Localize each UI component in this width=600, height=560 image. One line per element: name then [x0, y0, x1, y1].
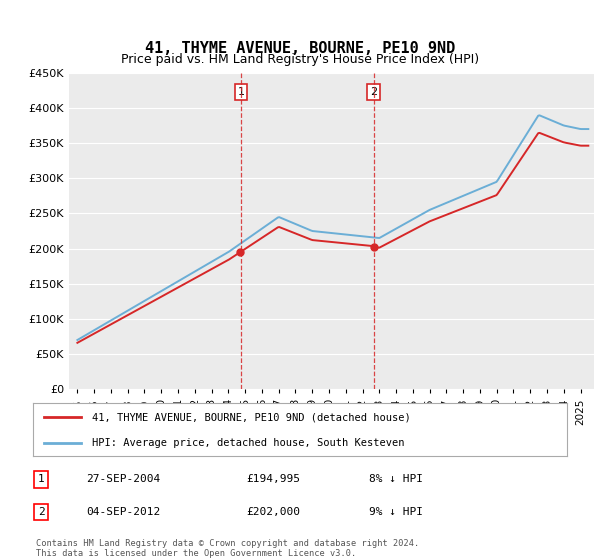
Text: £202,000: £202,000 [247, 507, 301, 517]
Text: 04-SEP-2012: 04-SEP-2012 [86, 507, 161, 517]
Text: 1: 1 [238, 87, 244, 97]
Text: 8% ↓ HPI: 8% ↓ HPI [370, 474, 424, 484]
Text: 27-SEP-2004: 27-SEP-2004 [86, 474, 161, 484]
Text: 9% ↓ HPI: 9% ↓ HPI [370, 507, 424, 517]
Text: £194,995: £194,995 [247, 474, 301, 484]
Text: Contains HM Land Registry data © Crown copyright and database right 2024.
This d: Contains HM Land Registry data © Crown c… [36, 539, 419, 558]
Text: 41, THYME AVENUE, BOURNE, PE10 9ND: 41, THYME AVENUE, BOURNE, PE10 9ND [145, 41, 455, 56]
Text: HPI: Average price, detached house, South Kesteven: HPI: Average price, detached house, Sout… [92, 437, 404, 447]
Text: Price paid vs. HM Land Registry's House Price Index (HPI): Price paid vs. HM Land Registry's House … [121, 53, 479, 66]
Text: 2: 2 [370, 87, 377, 97]
Text: 41, THYME AVENUE, BOURNE, PE10 9ND (detached house): 41, THYME AVENUE, BOURNE, PE10 9ND (deta… [92, 412, 410, 422]
Text: 2: 2 [38, 507, 44, 517]
Text: 1: 1 [38, 474, 44, 484]
